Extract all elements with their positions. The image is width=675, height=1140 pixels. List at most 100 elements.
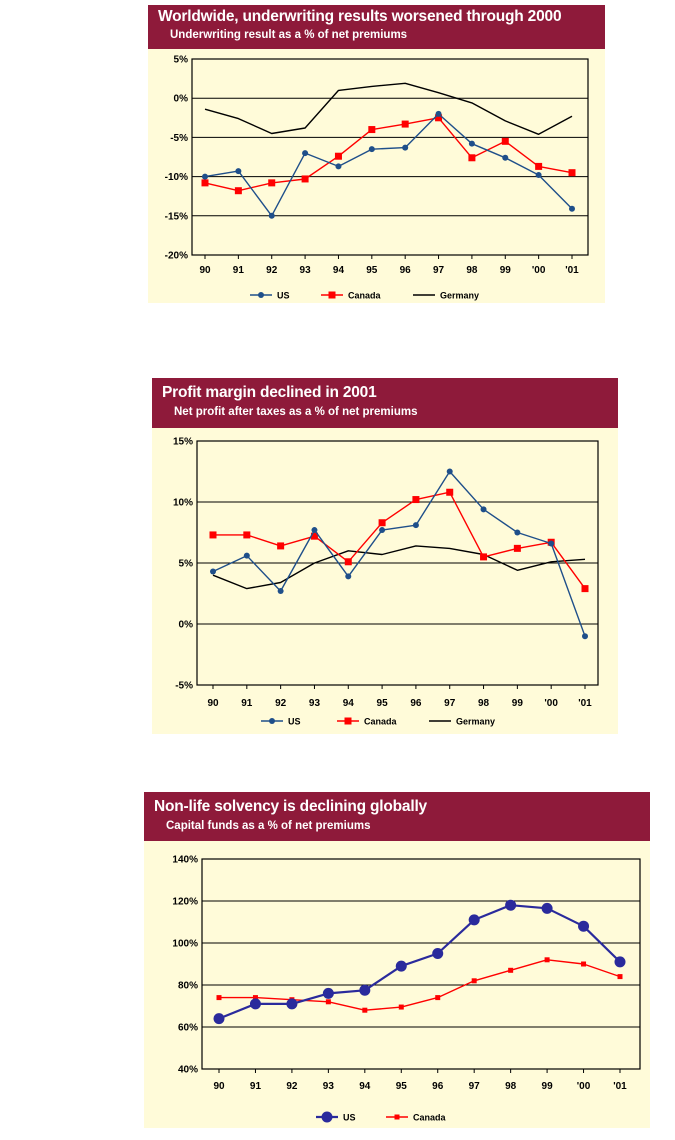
data-point-canada — [581, 585, 589, 593]
data-point-us — [582, 633, 588, 640]
y-tick-label: 120% — [172, 897, 198, 908]
data-point-us — [322, 987, 334, 999]
x-tick-label: 97 — [469, 1081, 481, 1092]
data-point-canada — [344, 558, 352, 566]
x-tick-label: 98 — [505, 1081, 517, 1092]
data-point-canada — [277, 542, 285, 550]
data-point-us — [379, 527, 386, 534]
data-point-us — [302, 150, 309, 157]
x-tick-label: 90 — [207, 698, 219, 709]
y-tick-label: 0% — [174, 94, 189, 105]
series-line-canada — [219, 959, 621, 1011]
chart-plot-underwriting: 5% 0% -5% -10% -15% -20% 90 91 92 93 94 95 96 97 98 99 '… — [165, 55, 589, 301]
y-tick-label: 80% — [178, 981, 198, 992]
chart-header: Worldwide, underwriting results worsened… — [148, 5, 605, 49]
x-tick-label: '01 — [613, 1081, 627, 1092]
y-tick-label: 100% — [172, 939, 198, 950]
x-tick-label: 90 — [199, 265, 211, 276]
data-point-canada — [435, 114, 443, 122]
data-point-canada — [435, 995, 441, 1001]
data-point-canada — [544, 957, 550, 963]
data-point-canada — [513, 544, 521, 552]
data-point-us — [359, 984, 371, 996]
x-tick-label: 91 — [241, 698, 253, 709]
y-tick-label: 140% — [172, 855, 198, 866]
x-tick-label: 99 — [512, 698, 524, 709]
legend-marker-canada — [394, 1114, 400, 1120]
legend-item-us: US — [316, 1111, 356, 1123]
data-point-canada — [216, 995, 222, 1001]
legend-marker-us — [321, 1111, 333, 1123]
x-tick-label: 93 — [300, 265, 312, 276]
data-point-canada — [617, 974, 623, 980]
data-point-canada — [398, 1004, 404, 1010]
data-point-canada — [471, 978, 477, 984]
data-point-canada — [568, 169, 576, 177]
legend-item-us: US — [261, 717, 301, 727]
series-line-canada — [204, 117, 573, 192]
data-point-us — [480, 506, 487, 513]
data-point-canada — [535, 162, 543, 170]
data-point-canada — [243, 531, 251, 539]
x-tick-label: 94 — [333, 265, 345, 276]
data-point-canada — [446, 488, 454, 496]
data-point-us — [210, 568, 216, 575]
x-tick-label: 97 — [444, 698, 456, 709]
x-tick-label: '00 — [544, 698, 558, 709]
data-point-canada — [412, 496, 420, 504]
data-point-canada — [252, 995, 258, 1001]
legend-item-us: US — [250, 291, 290, 301]
series-line-us — [218, 904, 621, 1020]
x-tick-label: 93 — [309, 698, 321, 709]
chart-subtitle: Underwriting result as a % of net premiu… — [170, 29, 408, 41]
data-point-canada — [325, 999, 331, 1005]
data-point-us — [468, 140, 475, 147]
legend-label-canada: Canada — [364, 717, 398, 727]
data-point-canada — [468, 154, 476, 162]
x-tick-label: 92 — [275, 698, 287, 709]
data-point-us — [505, 899, 517, 911]
data-point-us — [202, 173, 208, 180]
data-point-canada — [401, 120, 409, 128]
chart-title: Profit margin declined in 2001 — [162, 384, 377, 401]
x-tick-label: 94 — [359, 1081, 371, 1092]
data-point-canada — [301, 175, 309, 183]
x-tick-label: 90 — [213, 1081, 225, 1092]
y-tick-label: 5% — [179, 559, 194, 570]
data-point-us — [569, 205, 575, 212]
data-point-canada — [201, 179, 209, 187]
x-tick-label: 99 — [542, 1081, 554, 1092]
data-point-us — [535, 172, 542, 179]
data-point-canada — [310, 532, 318, 540]
data-point-us — [435, 110, 442, 117]
data-point-us — [311, 527, 318, 534]
data-point-canada — [508, 967, 514, 973]
data-point-canada — [334, 152, 342, 160]
x-tick-label: 98 — [478, 698, 490, 709]
legend-label-germany: Germany — [456, 717, 495, 727]
y-tick-label: 0% — [179, 620, 194, 631]
data-point-canada — [362, 1007, 368, 1013]
data-point-canada — [581, 961, 587, 967]
x-tick-label: 96 — [410, 698, 422, 709]
y-tick-label: 40% — [178, 1065, 198, 1076]
chart-header: Profit margin declined in 2001 Net profi… — [152, 378, 618, 428]
x-tick-label: 91 — [233, 265, 245, 276]
data-point-us — [249, 998, 261, 1010]
data-point-us — [514, 529, 521, 536]
legend-label-canada: Canada — [348, 291, 382, 301]
data-point-canada — [234, 187, 242, 195]
data-point-us — [335, 163, 342, 170]
x-tick-label: 94 — [343, 698, 355, 709]
legend-item-canada: Canada — [321, 291, 382, 301]
plot-frame — [201, 858, 641, 1070]
series-line-us — [212, 470, 586, 637]
data-point-canada — [480, 553, 488, 561]
data-point-canada — [268, 179, 276, 187]
x-tick-label: 91 — [250, 1081, 262, 1092]
y-tick-label: -20% — [165, 251, 188, 262]
x-tick-label: 96 — [400, 265, 412, 276]
data-point-canada — [378, 519, 386, 527]
chart-subtitle: Capital funds as a % of net premiums — [166, 820, 371, 832]
data-point-us — [412, 522, 419, 529]
